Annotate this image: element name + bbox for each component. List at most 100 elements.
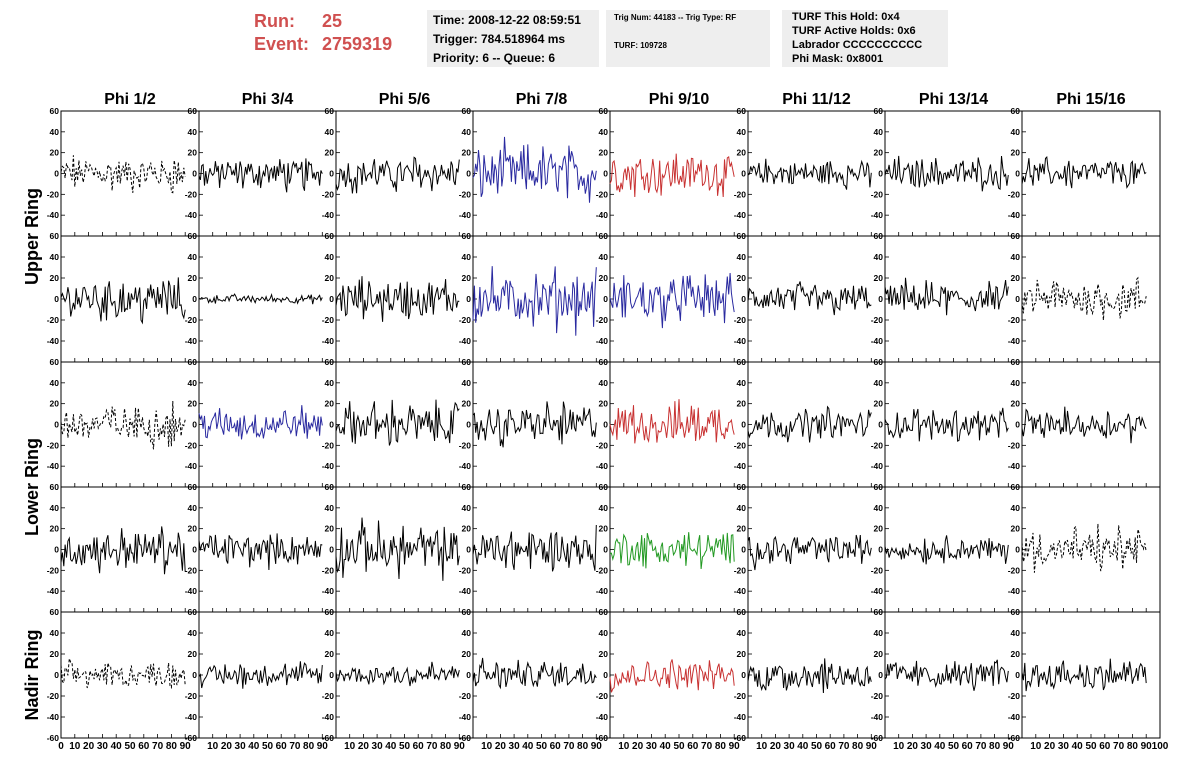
- waveform-trace: [472, 266, 597, 336]
- x-tick-label: 50: [399, 741, 411, 752]
- x-tick-label: 90: [1141, 741, 1153, 752]
- y-tick-label: 60: [599, 106, 609, 116]
- x-tick-label: 30: [646, 741, 658, 752]
- x-tick-label: 60: [687, 741, 699, 752]
- panel-frame: [198, 110, 337, 237]
- y-tick-label: 40: [874, 628, 884, 638]
- y-tick-label: -40: [185, 336, 198, 346]
- waveform-panel: -40 -20 0 20 40 60: [459, 357, 611, 488]
- x-tick-label: 10: [207, 741, 219, 752]
- y-tick-label: -20: [596, 565, 609, 575]
- panel-frame: [472, 361, 611, 488]
- y-tick-label: 40: [737, 252, 747, 262]
- y-tick-label: 0: [878, 670, 883, 680]
- x-tick-label: 30: [784, 741, 796, 752]
- y-tick-label: 40: [737, 378, 747, 388]
- x-tick-label: 90: [180, 741, 192, 752]
- y-tick-label: -40: [322, 461, 335, 471]
- y-tick-label: 20: [1011, 649, 1021, 659]
- y-tick-label: -20: [322, 189, 335, 199]
- y-tick-label: 0: [741, 169, 746, 179]
- y-tick-label: -20: [459, 565, 472, 575]
- y-tick-label: 20: [599, 524, 609, 534]
- y-tick-label: 60: [188, 231, 198, 241]
- y-tick-label: 0: [1015, 169, 1020, 179]
- y-tick-label: -20: [47, 565, 60, 575]
- waveform-panel: -40 -20 0 20 40 60: [322, 357, 474, 488]
- y-tick-label: 60: [188, 357, 198, 367]
- y-tick-label: 60: [599, 357, 609, 367]
- y-tick-label: 0: [192, 545, 197, 555]
- x-tick-label: 10: [1030, 741, 1042, 752]
- y-tick-label: 0: [1015, 420, 1020, 430]
- y-tick-label: 20: [1011, 524, 1021, 534]
- waveform-panel: -40 -20 0 20 40 60: [596, 357, 749, 488]
- y-tick-label: -40: [185, 210, 198, 220]
- y-tick-label: -20: [734, 440, 747, 450]
- y-tick-label: 0: [54, 420, 59, 430]
- y-tick-label: 40: [50, 378, 60, 388]
- x-tick-label: 40: [248, 741, 260, 752]
- y-tick-label: 0: [741, 670, 746, 680]
- y-tick-label: 20: [599, 148, 609, 158]
- x-tick-label: 30: [1058, 741, 1070, 752]
- y-tick-label: -60: [596, 733, 609, 743]
- y-tick-label: 20: [599, 273, 609, 283]
- y-tick-label: 0: [1015, 545, 1020, 555]
- waveform-panel: -60 -40 -20 0 20 40 60: [47, 607, 200, 743]
- y-tick-label: 40: [737, 503, 747, 513]
- y-tick-label: 40: [874, 127, 884, 137]
- turf-hold-box: TURF This Hold: 0x4 TURF Active Holds: 0…: [782, 10, 948, 67]
- y-tick-label: 20: [325, 399, 335, 409]
- y-tick-label: 0: [329, 420, 334, 430]
- y-tick-label: 60: [1011, 357, 1021, 367]
- y-tick-label: 20: [874, 148, 884, 158]
- waveform-panel: -60 -40 -20 0 20 40 60: [734, 607, 886, 743]
- y-tick-label: 20: [325, 649, 335, 659]
- y-tick-label: 20: [188, 649, 198, 659]
- y-tick-label: -20: [871, 315, 884, 325]
- y-tick-label: -20: [185, 315, 198, 325]
- y-tick-label: 40: [50, 252, 60, 262]
- panel-frame: [1021, 486, 1161, 613]
- y-tick-label: 40: [188, 378, 198, 388]
- y-tick-label: 40: [188, 127, 198, 137]
- y-tick-label: 60: [50, 106, 60, 116]
- y-tick-label: 0: [54, 545, 59, 555]
- run-value: 25: [322, 11, 343, 31]
- waveform-trace: [609, 272, 735, 329]
- x-tick-label: 50: [948, 741, 960, 752]
- waveform-trace: [609, 659, 735, 693]
- panel-frame: [472, 611, 611, 739]
- y-tick-label: -40: [596, 586, 609, 596]
- y-tick-label: -60: [47, 733, 60, 743]
- x-tick-label: 20: [632, 741, 644, 752]
- y-tick-label: -20: [185, 691, 198, 701]
- y-tick-label: 60: [599, 607, 609, 617]
- x-tick-label: 20: [907, 741, 919, 752]
- waveform-trace: [335, 517, 460, 581]
- x-tick-label: 70: [701, 741, 713, 752]
- column-title: Phi 13/14: [919, 91, 988, 108]
- panel-frame: [609, 486, 749, 613]
- panel-frame: [747, 361, 886, 488]
- run-event-info: Run: 25 Event: 2759319: [254, 10, 392, 56]
- waveform-trace: [198, 292, 323, 305]
- y-tick-label: -20: [596, 189, 609, 199]
- waveform-panel: -40 -20 0 20 40 60: [871, 106, 1023, 237]
- y-tick-label: 0: [329, 545, 334, 555]
- y-tick-label: 60: [599, 231, 609, 241]
- waveform-trace: [335, 276, 460, 322]
- panel-frame: [609, 110, 749, 237]
- panel-frame: [1021, 611, 1161, 739]
- y-tick-label: 0: [741, 294, 746, 304]
- y-tick-label: 40: [1011, 252, 1021, 262]
- y-tick-label: 40: [50, 127, 60, 137]
- y-tick-label: 0: [603, 294, 608, 304]
- y-tick-label: 60: [1011, 607, 1021, 617]
- y-tick-label: 0: [466, 545, 471, 555]
- y-tick-label: 20: [325, 148, 335, 158]
- x-tick-label: 80: [715, 741, 727, 752]
- x-tick-label: 30: [509, 741, 521, 752]
